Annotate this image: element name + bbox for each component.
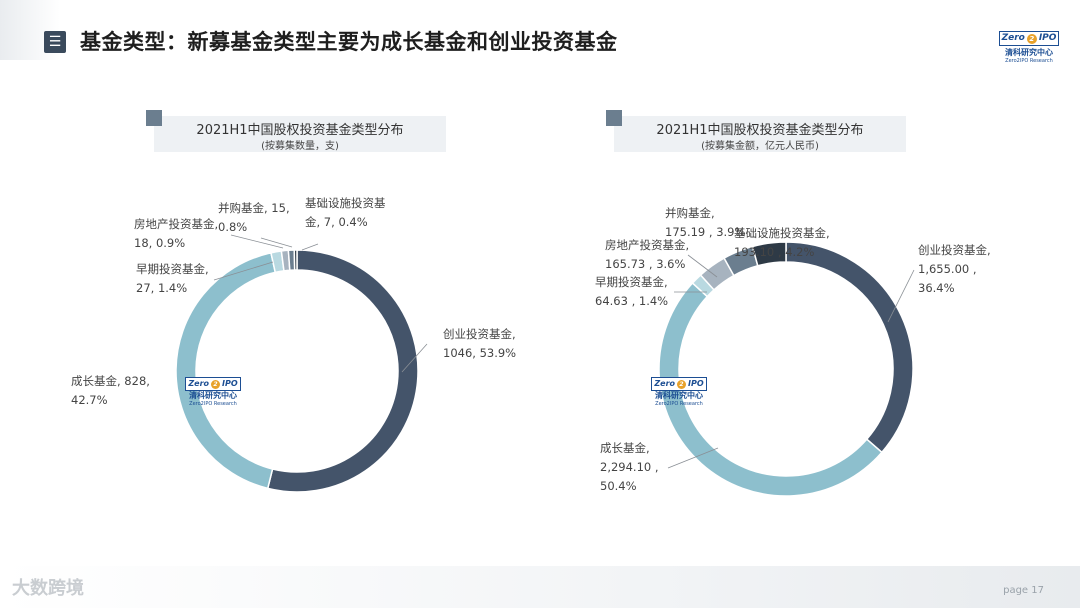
chart-2-marker-icon <box>606 110 622 126</box>
chart-2-leader-growth <box>667 447 719 469</box>
chart-2-label-growth: 50.4% <box>600 479 637 493</box>
chart-1-label-early: 早期投资基金, <box>136 262 209 276</box>
chart-1-label-real_estate: 房地产投资基金, <box>134 217 218 231</box>
logo-mark-mid: 2 <box>1026 33 1037 44</box>
chart-2-label-infra: 193.10 , 4.2% <box>734 245 814 259</box>
chart-1-watermark-mid: 2 <box>211 379 221 389</box>
chart-2-label-mna: 并购基金, <box>665 206 715 220</box>
chart-2-label-early: 早期投资基金, <box>595 275 668 289</box>
logo-cn-text: 清科研究中心 <box>1005 48 1053 57</box>
chart-1-slice-infra <box>293 249 298 271</box>
zero2ipo-logo: Zero 2 IPO 清科研究中心 Zero2IPO Research <box>998 25 1060 65</box>
chart-2-label-mna: 175.19 , 3.9% <box>665 225 745 239</box>
footer-bar <box>0 566 1080 608</box>
chart-1-watermark: Zero 2 IPO 清科研究中心 Zero2IPO Research <box>182 371 244 408</box>
chart-1-watermark-cn: 清科研究中心 <box>189 391 237 400</box>
chart-2-label-infra: 基础设施投资基金, <box>734 226 830 240</box>
logo-mark-left: Zero <box>1001 33 1025 43</box>
chart-1-label-mna: 并购基金, 15, <box>218 201 290 215</box>
chart-1-leader-infra <box>301 243 319 251</box>
page-number: page 17 <box>1003 585 1044 596</box>
chart-1-header: 2021H1中国股权投资基金类型分布 (按募集数量，支) <box>146 110 446 152</box>
chart-2-title: 2021H1中国股权投资基金类型分布 <box>656 123 864 138</box>
chart-1-label-vc: 创业投资基金, <box>443 327 516 341</box>
chart-1-title: 2021H1中国股权投资基金类型分布 <box>196 123 404 138</box>
chart-2-label-growth: 2,294.10 , <box>600 460 659 474</box>
chart-2-watermark-mid: 2 <box>677 379 687 389</box>
chart-2-watermark: Zero 2 IPO 清科研究中心 Zero2IPO Research <box>648 371 710 408</box>
chart-1-marker-icon <box>146 110 162 126</box>
chart-1-label-mna: 0.8% <box>218 220 247 234</box>
chart-1-label-growth: 42.7% <box>71 393 108 407</box>
chart-2-label-vc: 创业投资基金, <box>918 243 991 257</box>
chart-1-leader-mna <box>260 237 293 248</box>
chart-1-leader-vc <box>401 343 428 373</box>
chart-1-label-infra: 金, 7, 0.4% <box>305 215 368 229</box>
chart-1-label-real_estate: 18, 0.9% <box>134 236 185 250</box>
chart-2-slice-infra <box>751 241 787 267</box>
chart-2-watermark-right: IPO <box>688 379 704 388</box>
page-title: 基金类型：新募基金类型主要为成长基金和创业投资基金 <box>80 30 618 54</box>
logo-mark-right: IPO <box>1038 33 1057 43</box>
chart-1-label-growth: 成长基金, 828, <box>71 374 150 388</box>
chart-2-label-growth: 成长基金, <box>600 441 650 455</box>
chart-2-watermark-cn: 清科研究中心 <box>655 391 703 400</box>
chart-1-leader-early <box>213 261 274 281</box>
chart-2-label-early: 64.63 , 1.4% <box>595 294 668 308</box>
chart-2-label-real_estate: 165.73 , 3.6% <box>605 257 685 271</box>
logo-en-text: Zero2IPO Research <box>1005 58 1053 64</box>
chart-2-leader-real_estate <box>687 254 718 278</box>
chart-2-subtitle: (按募集金额，亿元人民币) <box>701 141 819 152</box>
chart-2-leader-vc <box>887 269 915 323</box>
chart-2-label-vc: 1,655.00 , <box>918 262 977 276</box>
chart-1-watermark-left: Zero <box>188 379 210 388</box>
chart-2-header: 2021H1中国股权投资基金类型分布 (按募集金额，亿元人民币) <box>606 110 906 152</box>
chart-1-label-vc: 1046, 53.9% <box>443 346 516 360</box>
chart-1-leader-real_estate <box>230 234 284 249</box>
chart-1-watermark-en: Zero2IPO Research <box>189 401 237 407</box>
chart-2-label-real_estate: 房地产投资基金, <box>605 238 689 252</box>
chart-1-watermark-right: IPO <box>222 379 238 388</box>
list-icon: ☰ <box>44 31 66 53</box>
source-watermark: 大数跨境 <box>12 578 84 599</box>
chart-2-slice-vc <box>785 241 914 454</box>
chart-2-watermark-left: Zero <box>654 379 676 388</box>
chart-1-label-infra: 基础设施投资基 <box>305 196 386 210</box>
chart-1-subtitle: (按募集数量，支) <box>261 141 339 152</box>
chart-1-slice-vc <box>266 249 419 493</box>
chart-2-label-vc: 36.4% <box>918 281 955 295</box>
chart-1-label-early: 27, 1.4% <box>136 281 187 295</box>
chart-2-watermark-en: Zero2IPO Research <box>655 401 703 407</box>
